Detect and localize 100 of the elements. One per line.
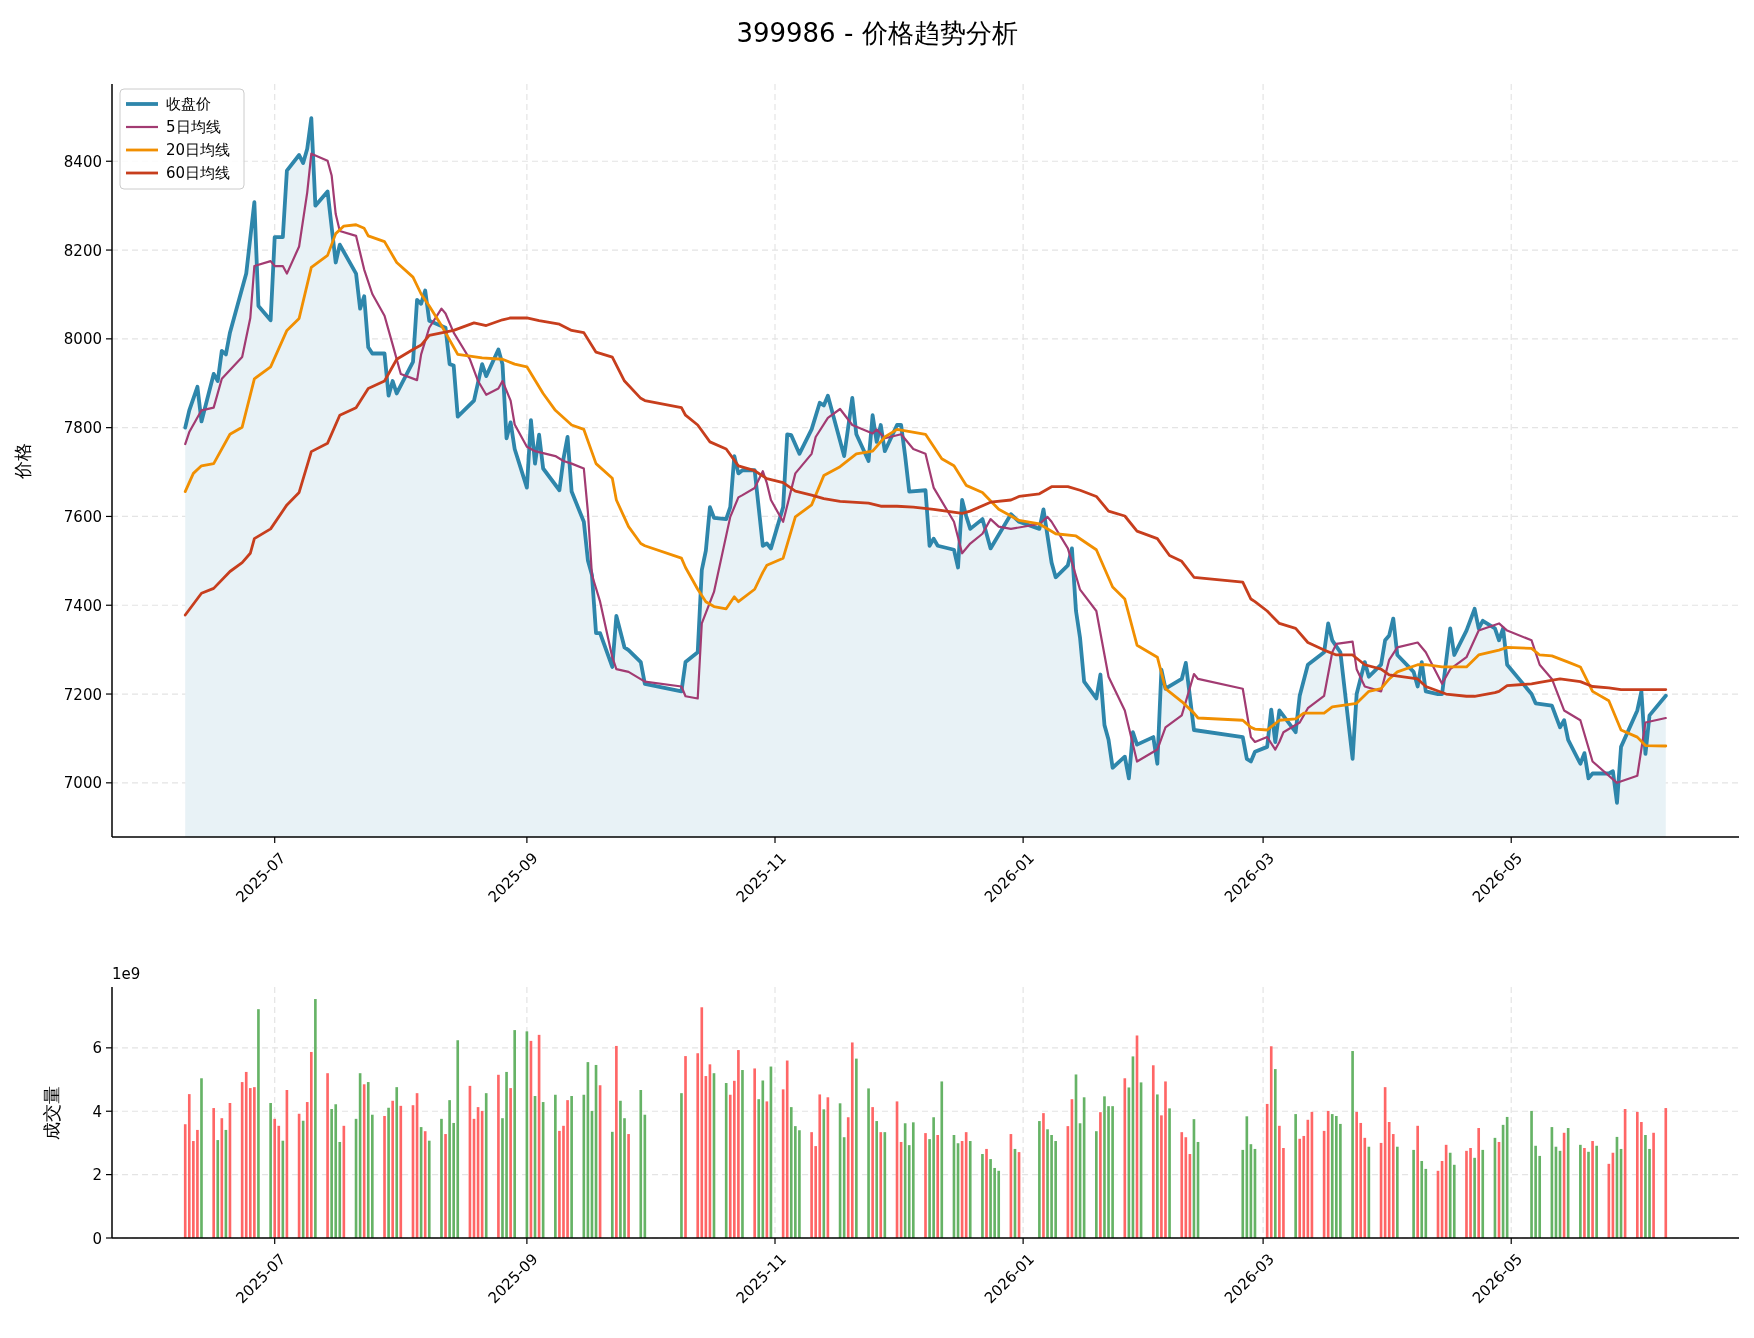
bar [610, 1131, 614, 1238]
bar [932, 1117, 935, 1238]
bar [440, 1118, 443, 1238]
bar [554, 1094, 557, 1238]
bar [216, 1140, 220, 1238]
y-axis-title: 价格 [12, 442, 33, 480]
bar [383, 1115, 386, 1238]
bar [1591, 1141, 1594, 1238]
y-tick-label: 8400 [63, 152, 102, 171]
y-tick-label: 7200 [63, 685, 102, 704]
bar [334, 1104, 338, 1238]
bar [1156, 1094, 1159, 1238]
bar [1465, 1150, 1468, 1238]
bar [200, 1078, 203, 1238]
bar [1387, 1122, 1391, 1238]
bar [1302, 1135, 1306, 1238]
bar [1123, 1078, 1127, 1238]
bar [395, 1087, 399, 1238]
bar [627, 1134, 630, 1238]
y-tick-label: 8200 [63, 241, 102, 260]
bar [1481, 1149, 1485, 1238]
bar [724, 1083, 728, 1238]
bar [798, 1130, 801, 1238]
bar [1469, 1147, 1472, 1238]
bar [879, 1132, 883, 1238]
bar [1595, 1145, 1598, 1238]
bar [558, 1130, 561, 1238]
bar [968, 1141, 972, 1238]
chart-title: 399986 - 价格趋势分析 [736, 18, 1018, 48]
bar [1269, 1046, 1273, 1238]
bar [680, 1093, 683, 1238]
bar [761, 1080, 765, 1238]
text: 1e9 [112, 965, 141, 983]
bar [1355, 1111, 1358, 1238]
bar [196, 1129, 199, 1238]
y-tick-label: 4 [92, 1102, 102, 1121]
bar [309, 1051, 313, 1238]
bar [741, 1070, 744, 1238]
bar [1579, 1144, 1582, 1238]
line-series [183, 316, 1668, 698]
bar [257, 1009, 260, 1238]
bar [1644, 1135, 1647, 1238]
legend-label: 5日均线 [166, 118, 221, 136]
bar [1420, 1160, 1424, 1238]
bar [615, 1045, 618, 1238]
bar [1416, 1125, 1419, 1238]
bar [1273, 1069, 1277, 1238]
bar [850, 1042, 854, 1238]
bar [753, 1068, 756, 1238]
y-tick-label: 7600 [63, 507, 102, 526]
bar [187, 1094, 191, 1238]
y-tick-label: 8000 [63, 330, 102, 349]
bar [570, 1096, 573, 1238]
legend-label: 收盘价 [166, 95, 211, 113]
bar [269, 1102, 272, 1238]
y-tick-label: 6 [92, 1039, 102, 1058]
bar [855, 1058, 858, 1238]
bar [619, 1100, 622, 1238]
bar [314, 999, 317, 1238]
bar [1298, 1138, 1302, 1238]
bar [1351, 1051, 1354, 1238]
bar [509, 1088, 512, 1238]
bar [989, 1159, 992, 1238]
bar [423, 1131, 427, 1238]
y-tick-label: 0 [92, 1229, 102, 1248]
bar [1294, 1114, 1297, 1238]
bar [1038, 1121, 1041, 1238]
bar [785, 1060, 789, 1238]
bar [513, 1030, 516, 1238]
bar [1241, 1149, 1245, 1238]
line-series [183, 223, 1668, 748]
bar [911, 1122, 915, 1238]
bar [1180, 1132, 1184, 1238]
bar [1095, 1131, 1098, 1238]
bar [484, 1093, 488, 1238]
bar [639, 1090, 643, 1238]
bar [1412, 1149, 1415, 1238]
bar [936, 1135, 940, 1238]
bar [1099, 1112, 1102, 1238]
bar [1168, 1108, 1171, 1238]
legend-label: 60日均线 [166, 164, 231, 182]
bar [326, 1073, 329, 1238]
bar [362, 1084, 366, 1238]
bar [867, 1088, 870, 1238]
bar [1046, 1129, 1049, 1238]
bar [244, 1071, 248, 1238]
bar [1103, 1096, 1106, 1238]
y-tick-label: 2 [92, 1166, 102, 1185]
bar [497, 1074, 500, 1238]
bar [1396, 1146, 1399, 1238]
bar [273, 1118, 277, 1238]
bar [985, 1148, 988, 1238]
bar [448, 1100, 451, 1238]
bar [1477, 1128, 1480, 1238]
bar [1335, 1115, 1338, 1238]
bar [1326, 1110, 1330, 1239]
bar [871, 1107, 874, 1238]
bar [1330, 1114, 1334, 1238]
bar [1473, 1157, 1476, 1238]
bar [1635, 1111, 1639, 1238]
